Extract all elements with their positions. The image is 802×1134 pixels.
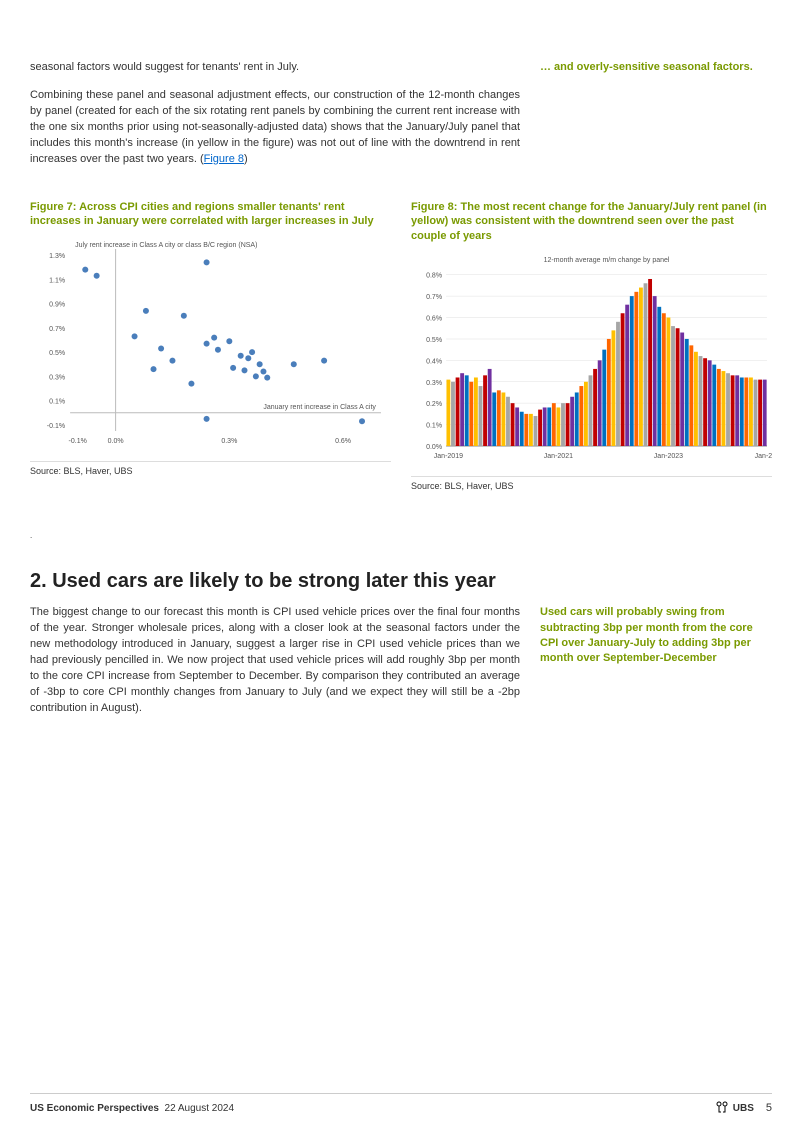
figures-row: Figure 7: Across CPI cities and regions … [30, 200, 772, 492]
svg-text:0.0%: 0.0% [426, 444, 442, 451]
footer-date-text: 22 August 2024 [165, 1103, 235, 1114]
svg-text:0.2%: 0.2% [426, 401, 442, 408]
figure-8-link[interactable]: Figure 8 [204, 153, 244, 165]
figure-7-source: Source: BLS, Haver, UBS [30, 461, 391, 476]
svg-text:0.3%: 0.3% [426, 380, 442, 387]
svg-text:0.7%: 0.7% [49, 326, 65, 333]
svg-text:0.8%: 0.8% [426, 273, 442, 280]
para2-pre: Combining these panel and seasonal adjus… [30, 89, 520, 165]
section-2-para: The biggest change to our forecast this … [30, 605, 520, 717]
svg-text:Jan-2023: Jan-2023 [654, 453, 683, 460]
svg-text:12-month average m/m change by: 12-month average m/m change by panel [544, 257, 670, 264]
svg-text:0.1%: 0.1% [426, 423, 442, 430]
ubs-logo: UBS [715, 1100, 754, 1116]
svg-text:Jan-2021: Jan-2021 [544, 453, 573, 460]
svg-text:1.1%: 1.1% [49, 278, 65, 285]
margin-note-2: Used cars will probably swing from subtr… [540, 605, 760, 667]
svg-text:0.4%: 0.4% [426, 359, 442, 366]
intro-para-1: seasonal factors would suggest for tenan… [30, 60, 520, 76]
svg-text:July rent increase in Class A: July rent increase in Class A city or cl… [75, 242, 257, 249]
para2-post: ) [244, 153, 248, 165]
brand-text: UBS [733, 1103, 754, 1114]
page-number: 5 [766, 1102, 772, 1114]
figure-8: Figure 8: The most recent change for the… [411, 200, 772, 492]
svg-text:-0.1%: -0.1% [69, 438, 87, 445]
svg-text:0.0%: 0.0% [108, 438, 124, 445]
keys-icon [715, 1100, 729, 1116]
svg-text:0.3%: 0.3% [221, 438, 237, 445]
footer-doc-title: US Economic Perspectives [30, 1103, 159, 1114]
svg-text:0.6%: 0.6% [335, 438, 351, 445]
svg-text:0.6%: 0.6% [426, 316, 442, 323]
figure-7: Figure 7: Across CPI cities and regions … [30, 200, 391, 492]
svg-text:Jan-2025: Jan-2025 [755, 453, 772, 460]
svg-text:0.9%: 0.9% [49, 302, 65, 309]
svg-text:-0.1%: -0.1% [47, 423, 65, 430]
figure-8-source: Source: BLS, Haver, UBS [411, 476, 772, 491]
svg-text:0.5%: 0.5% [49, 350, 65, 357]
margin-note-1: … and overly-sensitive seasonal factors. [540, 60, 760, 75]
svg-text:1.3%: 1.3% [49, 253, 65, 260]
svg-text:0.7%: 0.7% [426, 294, 442, 301]
svg-text:0.5%: 0.5% [426, 337, 442, 344]
tiny-dot: . [30, 531, 772, 540]
figure-7-title: Figure 7: Across CPI cities and regions … [30, 200, 391, 230]
svg-text:0.1%: 0.1% [49, 399, 65, 406]
intro-para-2: Combining these panel and seasonal adjus… [30, 88, 520, 168]
figure-8-chart: 12-month average m/m change by panel 0.0%… [411, 250, 772, 470]
section-2-heading: 2. Used cars are likely to be strong lat… [30, 570, 772, 593]
page-footer: US Economic Perspectives 22 August 2024 … [30, 1093, 772, 1116]
svg-text:Jan-2019: Jan-2019 [434, 453, 463, 460]
figure-8-title: Figure 8: The most recent change for the… [411, 200, 772, 245]
figure-7-chart: July rent increase in Class A city or cl… [30, 235, 391, 455]
svg-text:0.3%: 0.3% [49, 375, 65, 382]
svg-text:January rent increase in Class: January rent increase in Class A city [263, 404, 376, 411]
